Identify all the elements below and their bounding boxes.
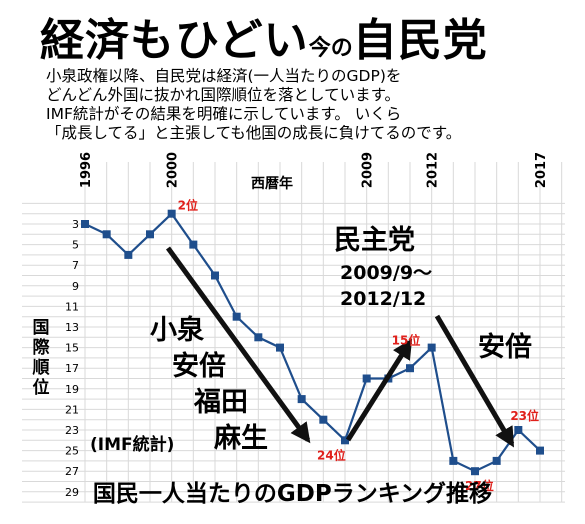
point-label: 15位 xyxy=(392,333,421,348)
data-point xyxy=(211,271,219,280)
y-tick-label: 23 xyxy=(65,424,79,437)
data-point xyxy=(167,209,176,218)
y-axis-label: 国際順位 xyxy=(32,318,50,398)
data-point xyxy=(341,436,349,445)
data-point xyxy=(406,364,414,373)
trend-arrow-3 xyxy=(434,314,515,448)
source-note: (IMF統計) xyxy=(90,435,175,455)
annotation-koizumi: 小泉 xyxy=(150,315,204,346)
chart-bottom-title: 国民一人当たりのGDPランキング推移 xyxy=(92,481,493,507)
headline-main: 経済もひどい xyxy=(40,15,309,66)
data-point xyxy=(276,343,284,352)
data-point xyxy=(471,467,479,476)
headline: 経済もひどい今の自民党 xyxy=(40,4,488,66)
y-tick-label: 3 xyxy=(72,218,79,231)
subtitle-line-4: 「成長してる」と主張しても他国の成長に負けてるのです。 xyxy=(46,124,462,142)
subtitle-line-1: 小泉政権以降、自民党は経済(一人当たりのGDP)を xyxy=(46,67,402,85)
y-tick-label: 25 xyxy=(65,445,79,458)
data-point xyxy=(232,312,241,321)
data-point xyxy=(146,230,154,239)
y-tick-label: 15 xyxy=(65,342,79,355)
x-axis-label: 西暦年 xyxy=(251,175,293,192)
point-label: 23位 xyxy=(510,408,539,423)
x-tick-label: 1996 xyxy=(79,152,94,188)
data-point xyxy=(514,426,523,434)
chart-series xyxy=(81,209,544,476)
data-point xyxy=(536,446,544,455)
data-point xyxy=(189,240,198,249)
x-tick-label: 2000 xyxy=(166,152,181,188)
annotation-abe-2: 安倍 xyxy=(478,332,532,363)
y-tick-label: 17 xyxy=(65,362,79,375)
y-tick-label: 11 xyxy=(65,300,79,313)
chart-labels: 2位 24位 15位 27位 23位 xyxy=(178,198,539,494)
data-point xyxy=(427,343,436,352)
x-tick-label: 2017 xyxy=(534,152,549,188)
subtitle-line-3: IMF統計がその結果を明確に示しています。 いくら xyxy=(46,105,402,123)
data-point xyxy=(81,220,89,228)
gdp-ranking-chart: 3 5 7 9 11 13 15 17 19 21 23 25 27 29 1996 2000 2009 2012… xyxy=(22,152,565,503)
trend-arrow-2 xyxy=(345,338,413,442)
chart-grid xyxy=(22,162,565,503)
x-tick-label: 2012 xyxy=(426,152,441,188)
y-tick-label: 9 xyxy=(72,280,79,293)
y-tick-label: 19 xyxy=(65,383,79,396)
annotation-abe-1: 安倍 xyxy=(172,351,226,382)
data-point xyxy=(254,333,263,342)
subtitle-line-2: どんどん外国に抜かれ国際順位を落としています。 xyxy=(46,86,401,104)
y-tick-label: 29 xyxy=(65,486,79,499)
headline-party: 自民党 xyxy=(352,15,488,66)
data-point xyxy=(102,230,111,239)
annotation-minshu-end: 2012/12 xyxy=(340,288,427,310)
data-point xyxy=(297,395,306,404)
chart-axes: 3 5 7 9 11 13 15 17 19 21 23 25 27 29 1996 2000 2009 2012… xyxy=(65,152,549,499)
annotation-minshu-start: 2009/9～ xyxy=(340,262,433,284)
x-tick-label: 2009 xyxy=(361,152,376,188)
trend-arrow-1 xyxy=(165,246,311,444)
point-label: 24位 xyxy=(317,447,346,462)
headline-small: 今の xyxy=(308,36,353,61)
y-tick-label: 5 xyxy=(72,239,79,252)
annotation-minshu: 民主党 xyxy=(334,225,415,256)
annotation-aso: 麻生 xyxy=(214,423,268,454)
point-label: 27位 xyxy=(465,478,494,493)
y-tick-label: 27 xyxy=(65,465,79,478)
data-point xyxy=(319,415,328,424)
data-point xyxy=(362,374,371,383)
annotation-fukuda: 福田 xyxy=(194,387,248,418)
y-tick-label: 13 xyxy=(65,321,79,334)
data-point xyxy=(492,456,501,465)
trend-arrows xyxy=(165,246,515,448)
point-label: 2位 xyxy=(178,198,198,213)
series-line xyxy=(84,212,541,473)
y-tick-label: 21 xyxy=(65,403,79,416)
data-point xyxy=(124,250,133,259)
y-tick-label: 7 xyxy=(72,259,79,272)
data-point xyxy=(449,456,458,465)
